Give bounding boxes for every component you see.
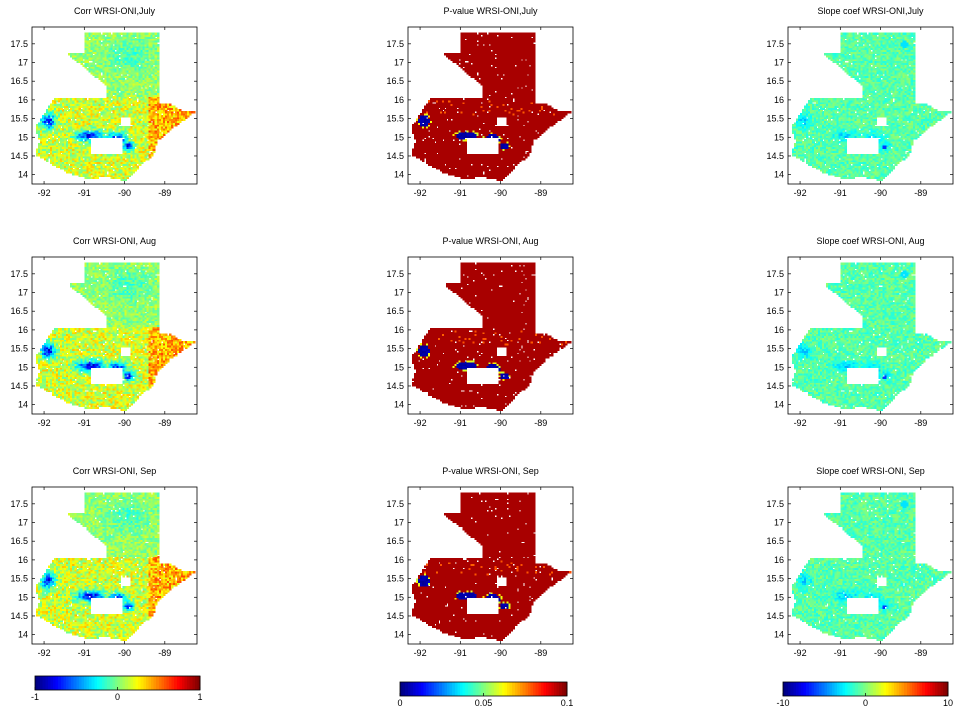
x-tick-label: -89 (158, 188, 171, 198)
heatmap-cell (102, 384, 105, 386)
heatmap-cell (98, 33, 101, 35)
y-tick-label: 17 (18, 58, 28, 68)
panel-corr-july: Corr WRSI-ONI,July -92 -91 -90 -89 14 14.5 15 15… (10, 6, 197, 198)
x-tick-label: -91 (78, 188, 91, 198)
heatmap-cell (157, 33, 160, 35)
panel-title: Corr WRSI-ONI, Aug (73, 236, 156, 246)
x-tick-label: -92 (38, 188, 51, 198)
heatmap-cells (36, 33, 196, 181)
heatmap-cells (36, 263, 196, 411)
heatmap-cell (173, 106, 176, 108)
y-tick-label: 16 (18, 95, 28, 105)
y-tick-label: 14.5 (10, 151, 28, 161)
heatmap-cell (108, 33, 111, 35)
heatmap-cell (169, 104, 172, 106)
panel-title: Corr WRSI-ONI,July (74, 6, 156, 16)
y-tick-label: 14 (18, 170, 28, 180)
y-tick-label: 17.5 (10, 39, 28, 49)
panel-corr-aug: Corr WRSI-ONI, Aug-92 -91 -90 -891414.51515… (10, 236, 197, 428)
heatmap-cell (84, 98, 87, 100)
y-tick-label: 15.5 (10, 114, 28, 124)
heatmap-cell (193, 111, 196, 113)
y-tick-label: 15 (18, 132, 28, 142)
heatmap-cell (179, 109, 182, 111)
x-tick-label: -90 (118, 188, 131, 198)
y-tick-label: 16.5 (10, 76, 28, 86)
